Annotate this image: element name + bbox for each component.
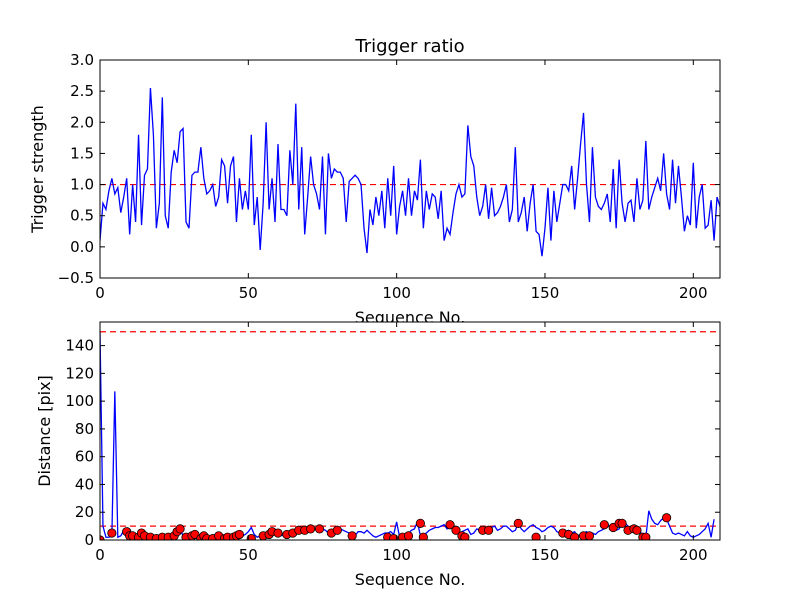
- chart-top-series-layer: [100, 87, 720, 257]
- chart-bottom-data-point: [347, 531, 357, 540]
- chart-bottom-y-tick-label: 60: [75, 448, 94, 466]
- chart-top: Trigger ratio 0 50 100 150 200 −0.5 0.0 0.5 1.0…: [28, 36, 721, 327]
- chart-top-y-tick-label: −0.5: [58, 269, 94, 287]
- chart-bottom-data-point: [531, 532, 541, 540]
- chart-bottom-data-point: [584, 531, 595, 540]
- chart-top-plot-area: [100, 60, 720, 278]
- chart-bottom: 0 50 100 150 200 0 20 40 60 80 100 120 140 Sequence…: [35, 321, 721, 589]
- chart-bottom-data-point: [451, 525, 461, 535]
- chart-bottom-data-point: [389, 534, 399, 540]
- chart-top-x-tick-label: 200: [679, 284, 708, 302]
- chart-bottom-data-point: [617, 518, 627, 528]
- chart-bottom-data-point: [641, 532, 651, 540]
- chart-top-x-ticks: 0 50 100 150 200: [95, 60, 708, 302]
- chart-bottom-data-point: [246, 534, 256, 540]
- chart-bottom-data-point: [445, 520, 455, 530]
- chart-bottom-y-tick-label: 20: [75, 503, 94, 521]
- chart-top-x-tick-label: 0: [95, 284, 105, 302]
- chart-bottom-data-point: [418, 532, 428, 540]
- chart-bottom-x-tick-label: 100: [382, 546, 411, 564]
- chart-bottom-y-tick-label: 40: [75, 475, 94, 493]
- chart-bottom-x-axis-title: Sequence No.: [355, 570, 466, 589]
- chart-top-y-tick-label: 0.0: [70, 238, 94, 256]
- chart-top-x-tick-label: 100: [382, 284, 411, 302]
- chart-bottom-data-point: [273, 528, 283, 538]
- chart-bottom-y-tick-label: 100: [65, 392, 94, 410]
- chart-top-y-tick-label: 0.5: [70, 207, 94, 225]
- chart-top-frame: [99, 59, 721, 279]
- chart-bottom-data-point: [484, 525, 494, 535]
- chart-top-y-axis-title: Trigger strength: [28, 105, 47, 234]
- chart-bottom-x-ticks: 0 50 100 150 200: [95, 322, 708, 564]
- chart-top-y-tick-label: 2.0: [70, 113, 94, 131]
- chart-bottom-y-axis-title: Distance [pix]: [35, 375, 54, 487]
- chart-top-title: Trigger ratio: [354, 36, 464, 57]
- chart-bottom-data-point: [234, 529, 245, 540]
- chart-bottom-plot-area: [100, 322, 720, 540]
- chart-bottom-data-point: [570, 532, 580, 540]
- chart-bottom-y-tick-label: 120: [65, 364, 94, 382]
- chart-top-y-tick-label: 1.0: [70, 176, 94, 194]
- chart-bottom-data-point: [662, 513, 672, 523]
- chart-bottom-data-point: [632, 525, 642, 535]
- chart-bottom-threshold-layer: [100, 331, 720, 527]
- chart-bottom-data-point: [175, 524, 185, 534]
- chart-bottom-data-point: [403, 531, 414, 540]
- chart-bottom-data-point: [332, 525, 342, 535]
- chart-bottom-marker-layer: [100, 513, 672, 540]
- chart-bottom-y-tick-label: 0: [84, 531, 94, 549]
- chart-bottom-y-tick-label: 140: [65, 337, 94, 355]
- chart-bottom-data-point: [107, 528, 117, 538]
- chart-bottom-data-point: [599, 520, 609, 530]
- chart-top-y-tick-label: 1.5: [70, 144, 94, 162]
- chart-top-y-tick-label: 3.0: [70, 51, 94, 69]
- chart-bottom-data-point: [314, 524, 325, 534]
- chart-top-x-tick-label: 50: [239, 284, 258, 302]
- chart-bottom-y-tick-label: 80: [75, 420, 94, 438]
- chart-bottom-frame: [99, 321, 721, 541]
- chart-bottom-data-point: [415, 518, 425, 528]
- chart-bottom-data-point: [306, 524, 316, 534]
- chart-bottom-x-tick-label: 200: [679, 546, 708, 564]
- chart-top-y-tick-label: 2.5: [70, 82, 94, 100]
- chart-bottom-data-point: [513, 518, 523, 528]
- chart-bottom-x-tick-label: 50: [239, 546, 258, 564]
- chart-bottom-data-point: [460, 532, 470, 540]
- chart-top-y-ticks: −0.5 0.0 0.5 1.0 1.5 2.0 2.5 3.0: [58, 51, 720, 287]
- chart-bottom-y-ticks: 0 20 40 60 80 100 120 140: [65, 337, 720, 549]
- chart-bottom-x-tick-label: 0: [95, 546, 105, 564]
- chart-top-series-line: [100, 87, 720, 257]
- chart-top-x-tick-label: 150: [531, 284, 560, 302]
- chart-bottom-x-tick-label: 150: [531, 546, 560, 564]
